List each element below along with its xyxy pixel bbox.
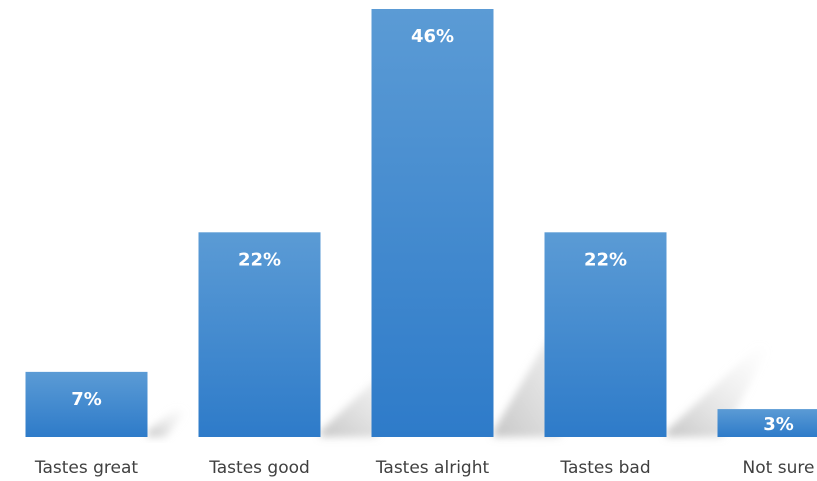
bar-value-label: 46% (411, 26, 454, 47)
bar-value-label: 22% (238, 249, 281, 270)
bar-tastes-alright (371, 9, 494, 437)
category-label: Not sure (743, 458, 815, 478)
value-labels: 7% 22% 46% 22% 3% (71, 26, 794, 435)
bar-tastes-great (25, 371, 148, 437)
category-label: Tastes alright (375, 458, 490, 478)
bar-not-sure (717, 409, 817, 437)
bar-shadow (147, 407, 187, 437)
bar-value-label: 22% (584, 249, 627, 270)
category-label: Tastes bad (559, 458, 650, 478)
bar-tastes-bad (544, 232, 667, 437)
category-labels: Tastes great Tastes good Tastes alright Tas… (34, 458, 815, 478)
category-label: Tastes great (34, 458, 139, 478)
bar-shadow (666, 344, 769, 437)
bars (25, 9, 817, 437)
bar-value-label: 3% (763, 414, 794, 435)
bar-tastes-good (198, 232, 321, 437)
bar-value-label: 7% (71, 389, 102, 410)
category-label: Tastes good (208, 458, 310, 478)
